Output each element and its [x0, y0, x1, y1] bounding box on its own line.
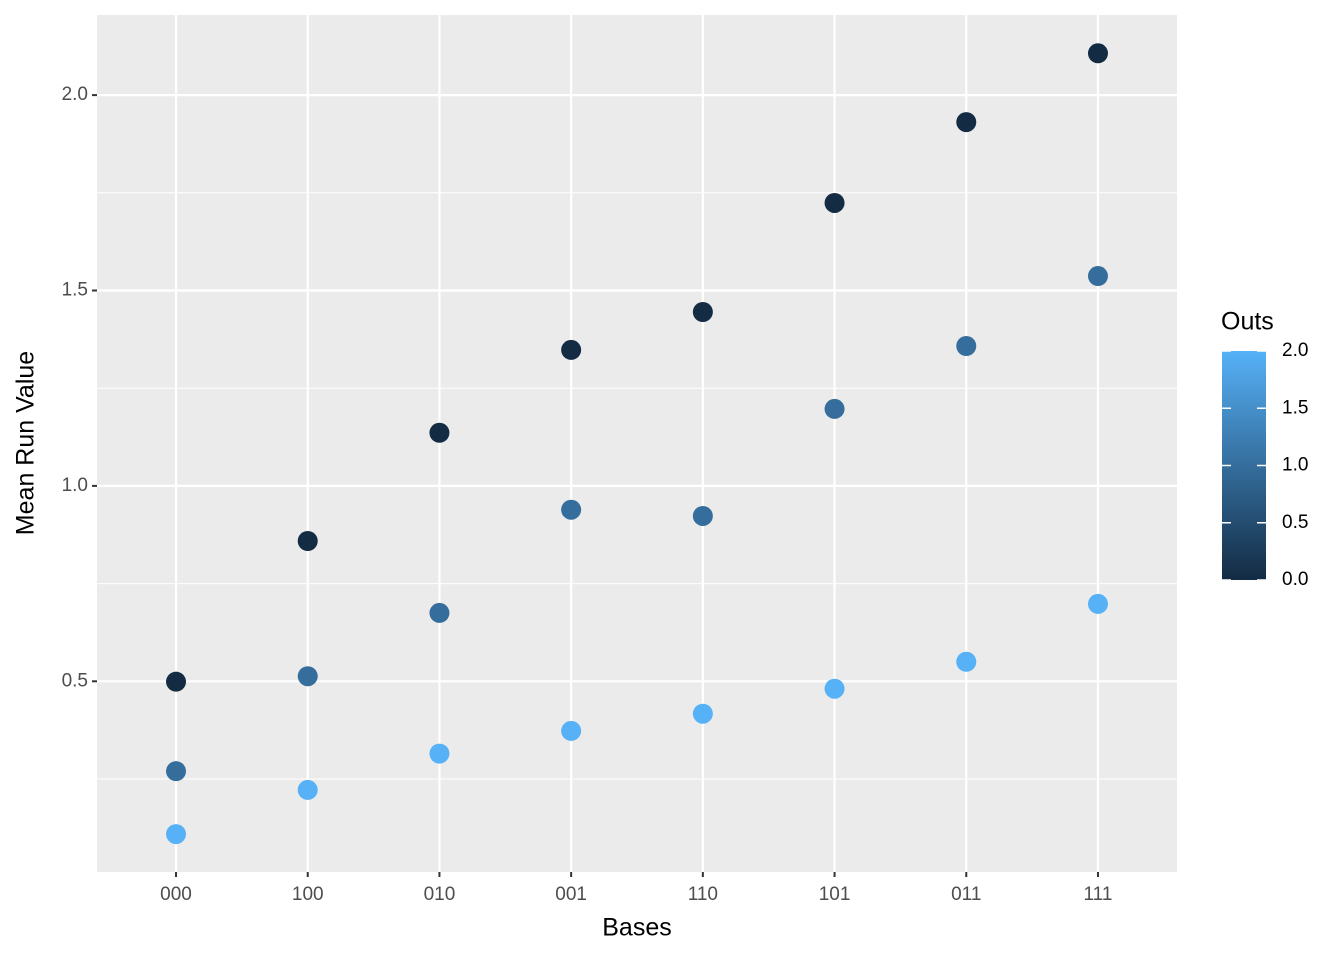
x-tick-label: 100 [292, 884, 324, 905]
point [297, 531, 318, 552]
colorbar-label: 0.0 [1282, 569, 1308, 590]
point [297, 779, 318, 800]
point [429, 602, 450, 623]
y-tick-label: 2.0 [62, 84, 88, 105]
point [824, 398, 845, 419]
point [166, 671, 187, 692]
point [429, 422, 450, 443]
point [1087, 43, 1108, 64]
legend-title: Outs [1221, 308, 1274, 336]
point [824, 192, 845, 213]
point [956, 335, 977, 356]
x-tick-label: 101 [819, 884, 851, 905]
point [692, 301, 713, 322]
point [561, 339, 582, 360]
y-tick-label: 0.5 [62, 670, 88, 691]
point [297, 666, 318, 687]
panel [97, 15, 1177, 872]
point [824, 678, 845, 699]
y-tick-label: 1.5 [62, 280, 88, 301]
colorbar-label: 1.0 [1282, 455, 1308, 476]
colorbar-label: 2.0 [1282, 340, 1308, 361]
y-tick-label: 1.0 [62, 475, 88, 496]
point [956, 112, 977, 133]
point [166, 824, 187, 845]
point [561, 720, 582, 741]
point [956, 651, 977, 672]
point [561, 499, 582, 520]
point [1087, 593, 1108, 614]
point [429, 743, 450, 764]
point [692, 703, 713, 724]
x-tick-label: 000 [160, 884, 192, 905]
x-tick-label: 011 [951, 884, 981, 905]
point [692, 505, 713, 526]
colorbar-label: 0.5 [1282, 512, 1308, 533]
x-tick-label: 001 [555, 884, 587, 905]
colorbar-label: 1.5 [1282, 397, 1308, 418]
x-axis-title: Bases [602, 914, 671, 942]
x-tick-label: 111 [1084, 884, 1113, 905]
x-tick-label: 110 [688, 884, 718, 905]
x-tick-label: 010 [424, 884, 456, 905]
point [1087, 266, 1108, 287]
y-axis-title: Mean Run Value [12, 351, 40, 535]
point [166, 761, 187, 782]
